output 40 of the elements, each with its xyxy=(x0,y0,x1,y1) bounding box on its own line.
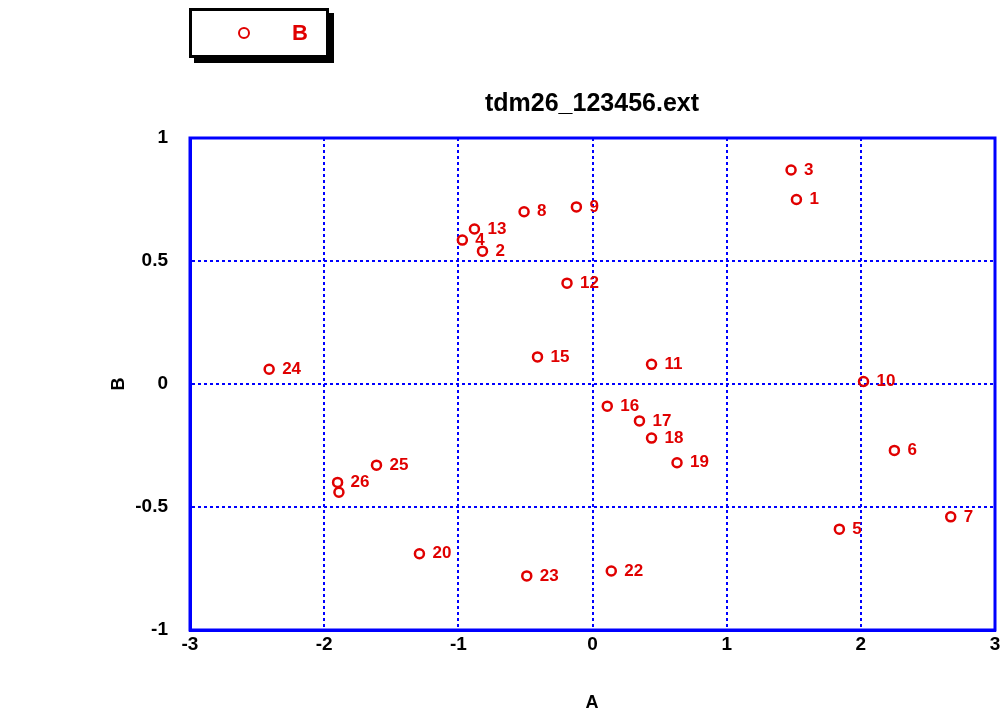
x-tick-label: 3 xyxy=(989,632,1001,654)
x-tick-label: 1 xyxy=(721,632,733,654)
annotation: 7 xyxy=(963,506,974,526)
annotation: 12 xyxy=(580,272,599,292)
annotation: 1 xyxy=(809,189,819,209)
annotation: 6 xyxy=(907,440,917,460)
annotation: 13 xyxy=(487,218,507,238)
annotation: 10 xyxy=(876,371,896,391)
legend-label: B xyxy=(292,20,308,46)
annotation: 8 xyxy=(537,201,547,221)
x-tick-label: -2 xyxy=(315,632,333,654)
annotation: 17 xyxy=(652,410,672,430)
x-tick-label: 2 xyxy=(855,632,867,654)
annotation: 19 xyxy=(690,452,709,472)
y-axis-title: B xyxy=(107,377,129,391)
y-tick-label: -1 xyxy=(151,618,169,640)
annotation: 18 xyxy=(664,427,684,447)
annotation: 2 xyxy=(495,240,505,260)
chart-title: tdm26_123456.ext xyxy=(484,88,700,117)
annotation: 26 xyxy=(350,472,370,492)
annotation: 25 xyxy=(389,454,409,474)
annotation: 3 xyxy=(804,159,814,179)
y-tick-label: 1 xyxy=(157,126,169,148)
x-tick-label: -1 xyxy=(449,632,468,654)
annotation: 5 xyxy=(852,518,862,538)
annotation: 20 xyxy=(432,543,452,563)
annotation: 24 xyxy=(282,358,302,378)
x-axis-title: A xyxy=(585,692,599,713)
x-tick-label: -3 xyxy=(181,632,199,654)
annotation: 23 xyxy=(539,565,559,585)
annotation: 11 xyxy=(664,354,683,374)
y-tick-label: 0 xyxy=(157,372,168,394)
annotation: 4 xyxy=(475,229,486,249)
y-tick-label: 0.5 xyxy=(141,249,169,271)
annotation: 15 xyxy=(550,346,570,366)
annotation: 16 xyxy=(620,395,640,415)
y-tick-label: -0.5 xyxy=(135,495,169,517)
x-tick-label: 0 xyxy=(587,632,598,654)
annotation: 9 xyxy=(589,196,599,216)
annotation: 22 xyxy=(624,560,644,580)
